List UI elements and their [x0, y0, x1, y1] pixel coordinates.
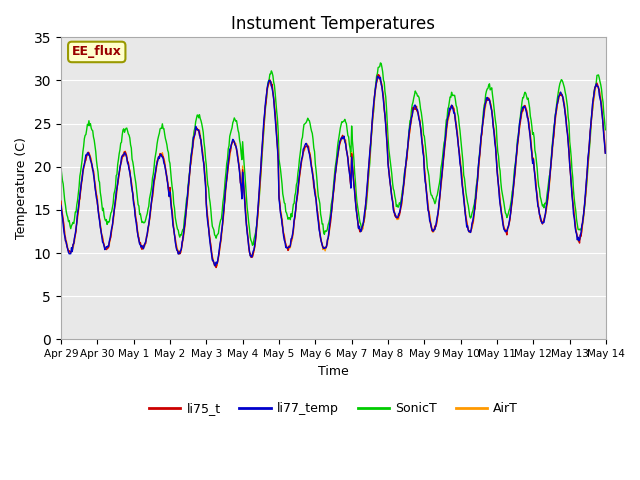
Title: Instument Temperatures: Instument Temperatures — [232, 15, 435, 33]
X-axis label: Time: Time — [318, 365, 349, 378]
Y-axis label: Temperature (C): Temperature (C) — [15, 137, 28, 239]
Text: EE_flux: EE_flux — [72, 46, 122, 59]
Legend: li75_t, li77_temp, SonicT, AirT: li75_t, li77_temp, SonicT, AirT — [144, 397, 523, 420]
